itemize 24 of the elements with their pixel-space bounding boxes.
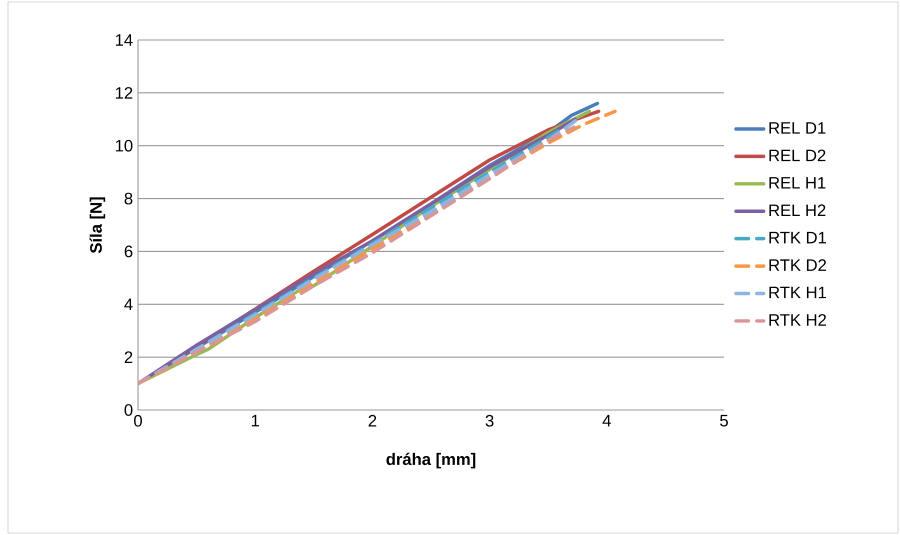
legend-label: RTK D2 [769,259,826,271]
legend-label: REL D1 [769,122,826,134]
x-tick-label: 3 [486,414,494,427]
y-tick-label: 8 [124,192,132,204]
legend-label: REL H1 [769,177,826,188]
y-tick-label: 10 [116,140,132,152]
legend-label: RTK H2 [769,314,826,326]
legend-label: REL H2 [769,204,826,216]
x-tick-label: 4 [602,414,611,426]
x-tick-label: 5 [720,414,728,426]
y-tick-label: 2 [124,351,132,363]
y-tick-label: 6 [124,246,132,258]
x-tick-label: 2 [368,414,376,426]
y-axis-title: Síla [N] [90,197,106,254]
x-axis-title: dráha [mm] [386,452,476,468]
legend-label: RTK H1 [769,286,826,298]
y-tick-label: 14 [116,34,133,46]
legend-label: RTK D1 [769,232,826,244]
x-tick-label: 1 [252,414,260,426]
y-tick-label: 0 [124,404,132,416]
x-tick-label: 0 [134,414,142,427]
y-tick-label: 12 [116,87,132,99]
y-tick-label: 4 [124,298,133,310]
legend-label: REL D2 [769,150,826,162]
